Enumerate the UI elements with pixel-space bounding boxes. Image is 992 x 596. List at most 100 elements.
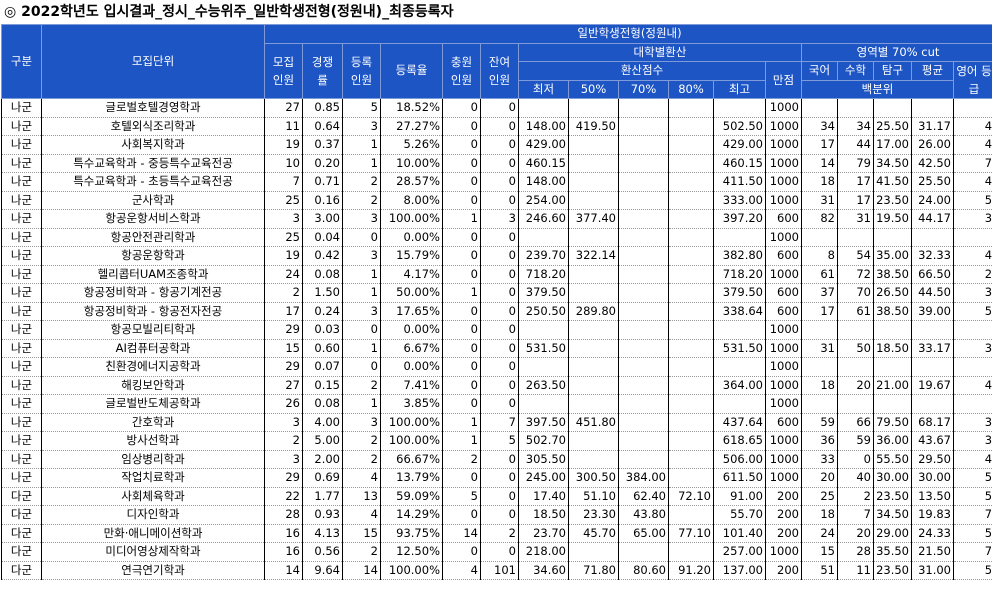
- cell-reg: 3: [342, 301, 381, 321]
- cell-avg: [911, 357, 954, 377]
- cell-reg-rate: 0.00%: [380, 227, 443, 247]
- cell-unit: 연극연기학과: [41, 560, 265, 580]
- cell-eng: 5: [952, 523, 992, 543]
- cell-avg: 42.50: [911, 153, 954, 173]
- cell-math: 40: [837, 468, 874, 488]
- cell-supp: 1: [442, 431, 481, 451]
- table-row: 나군 특수교육학과 - 초등특수교육전공 7 0.71 2 28.57% 0 0 148.00 4…: [1, 172, 992, 192]
- cell-recruit: 3: [264, 412, 303, 432]
- cell-p70: [618, 116, 669, 136]
- cell-supp: 1: [442, 209, 481, 229]
- cell-left: 0: [480, 301, 519, 321]
- header-univ: 대학별환산: [518, 42, 802, 62]
- cell-p50: [568, 431, 619, 451]
- cell-max: 718.20: [713, 264, 766, 284]
- cell-p80: [668, 264, 714, 284]
- cell-left: 3: [480, 209, 519, 229]
- cell-min: 23.70: [518, 523, 569, 543]
- cell-group: 나군: [1, 264, 42, 284]
- table-row: 나군 호텔외식조리학과 11 0.64 3 27.27% 0 0 148.00 419.50 502…: [1, 116, 992, 136]
- cell-reg-rate: 18.52%: [380, 98, 443, 118]
- table-header: 구분 모집단위 일반학생전형(정원내) 모집 인원 경쟁 률 등록 인원 등록율…: [1, 24, 992, 99]
- cell-unit: 항공정비학과 - 항공기계전공: [41, 283, 265, 303]
- cell-reg: 2: [342, 449, 381, 469]
- cell-reg-rate: 8.00%: [380, 190, 443, 210]
- table-row: 나군 항공정비학과 - 항공전자전공 17 0.24 3 17.65% 0 0 250.50 28…: [1, 301, 992, 321]
- cell-recruit: 11: [264, 116, 303, 136]
- cell-rate: 0.93: [302, 505, 343, 525]
- cell-p70: [618, 283, 669, 303]
- cell-rate: 0.56: [302, 542, 343, 562]
- cell-kor: 33: [801, 449, 838, 469]
- cell-p50: 45.70: [568, 523, 619, 543]
- cell-full: 1000: [765, 357, 802, 377]
- cell-p70: [618, 320, 669, 340]
- cell-reg: 1: [342, 338, 381, 358]
- cell-recruit: 28: [264, 505, 303, 525]
- cell-p70: [618, 375, 669, 395]
- cell-min: 502.70: [518, 431, 569, 451]
- cell-eng: 5: [952, 190, 992, 210]
- cell-max: 338.64: [713, 301, 766, 321]
- cell-unit: 해킹보안학과: [41, 375, 265, 395]
- cell-rate: 0.08: [302, 394, 343, 414]
- cell-max: 618.65: [713, 431, 766, 451]
- cell-rate: 0.69: [302, 468, 343, 488]
- cell-reg: 0: [342, 227, 381, 247]
- cell-eng: 5: [952, 301, 992, 321]
- cell-p80: [668, 246, 714, 266]
- cell-group: 나군: [1, 357, 42, 377]
- cell-p70: 62.40: [618, 486, 669, 506]
- cell-inq: 30.00: [873, 468, 912, 488]
- cell-math: [837, 394, 874, 414]
- cell-left: 0: [480, 486, 519, 506]
- cell-recruit: 16: [264, 523, 303, 543]
- cell-p70: [618, 135, 669, 155]
- table-row: 나군 항공운항서비스학과 3 3.00 3 100.00% 1 3 246.60 377.40 39…: [1, 209, 992, 229]
- cell-p50: 71.80: [568, 560, 619, 580]
- header-main: 일반학생전형(정원내): [263, 24, 992, 44]
- cell-reg-rate: 100.00%: [380, 560, 443, 580]
- header-inq: 탐구: [873, 61, 912, 81]
- cell-eng: 4: [952, 172, 992, 192]
- table-row: 다군 사회체육학과 22 1.77 13 59.09% 5 0 17.40 51.10 62.40 7…: [1, 486, 992, 506]
- cell-p70: [618, 153, 669, 173]
- cell-unit: 항공안전관리학과: [41, 227, 265, 247]
- cell-inq: 29.00: [873, 523, 912, 543]
- table-row: 나군 글로벌호텔경영학과 27 0.85 5 18.52% 0 0 1000: [1, 98, 992, 118]
- cell-reg-rate: 3.85%: [380, 394, 443, 414]
- cell-unit: 디자인학과: [41, 505, 265, 525]
- header-area: 영역별 70% cut: [800, 42, 992, 62]
- cell-left: 0: [480, 135, 519, 155]
- cell-p70: 80.60: [618, 560, 669, 580]
- cell-avg: 29.50: [911, 449, 954, 469]
- cell-min: 531.50: [518, 338, 569, 358]
- cell-avg: 43.67: [911, 431, 954, 451]
- cell-left: 0: [480, 283, 519, 303]
- cell-rate: 2.00: [302, 449, 343, 469]
- cell-rate: 0.85: [302, 98, 343, 118]
- header-group: 구분: [1, 24, 42, 99]
- cell-eng: [952, 98, 992, 118]
- cell-unit: 호텔외식조리학과: [41, 116, 265, 136]
- header-unit: 모집단위: [41, 24, 265, 99]
- cell-math: 17: [837, 190, 874, 210]
- cell-group: 나군: [1, 375, 42, 395]
- cell-supp: 0: [442, 172, 481, 192]
- cell-unit: 특수교육학과 - 중등특수교육전공: [41, 153, 265, 173]
- cell-reg-rate: 59.09%: [380, 486, 443, 506]
- cell-math: 50: [837, 338, 874, 358]
- cell-p50: [568, 357, 619, 377]
- cell-supp: 0: [442, 190, 481, 210]
- table-row: 나군 사회복지학과 19 0.37 1 5.26% 0 0 429.00 429.00 1000 17…: [1, 135, 992, 155]
- cell-reg: 3: [342, 412, 381, 432]
- cell-inq: 21.00: [873, 375, 912, 395]
- cell-full: 600: [765, 412, 802, 432]
- cell-min: 18.50: [518, 505, 569, 525]
- cell-recruit: 7: [264, 172, 303, 192]
- cell-math: 20: [837, 375, 874, 395]
- cell-supp: 0: [442, 116, 481, 136]
- cell-inq: 25.50: [873, 116, 912, 136]
- cell-reg: 2: [342, 431, 381, 451]
- header-min: 최저: [518, 79, 569, 99]
